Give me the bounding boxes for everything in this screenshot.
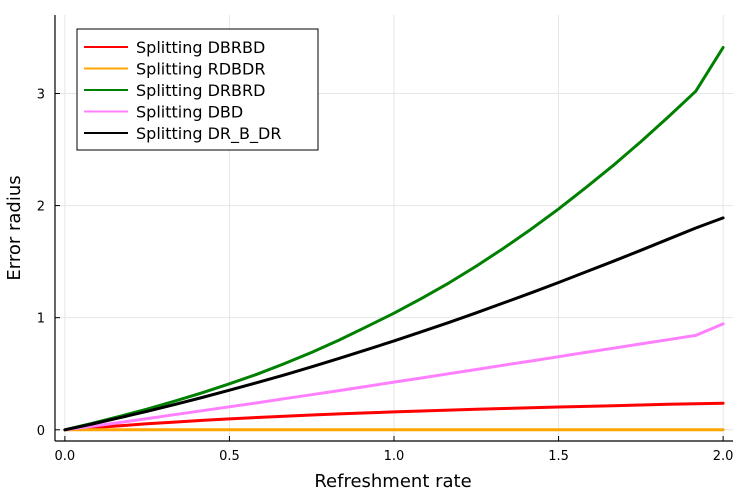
y-ticks: 0 1 2 3 xyxy=(37,87,60,439)
y-tick-label: 2 xyxy=(37,200,45,215)
x-axis-title: Refreshment rate xyxy=(314,471,471,492)
x-tick-label: 1.5 xyxy=(548,449,569,464)
legend-label-splitting-dbrbd: Splitting DBRBD xyxy=(136,38,265,57)
series-line-splitting-dbrbd xyxy=(63,401,725,432)
y-tick-label: 1 xyxy=(37,312,45,327)
series-lines xyxy=(63,46,725,432)
x-tick-label: 2.0 xyxy=(713,449,734,464)
legend-label-splitting-dbd: Splitting DBD xyxy=(136,103,243,122)
legend-label-splitting-drbrd: Splitting DRBRD xyxy=(136,81,265,100)
legend-label-splitting-rdbdr: Splitting RDBDR xyxy=(136,60,265,79)
x-tick-label: 0.0 xyxy=(55,449,76,464)
legend-label-splitting-dr-b-dr: Splitting DR_B_DR xyxy=(136,124,281,144)
series-line-splitting-drbrd xyxy=(63,46,725,432)
y-tick-label: 3 xyxy=(37,87,45,102)
x-tick-label: 1.0 xyxy=(384,449,405,464)
series-line-splitting-dr-b-dr xyxy=(63,216,725,432)
legend: Splitting DBRBD Splitting RDBDR Splitting … xyxy=(76,28,319,151)
series-line-splitting-dbd xyxy=(63,322,725,432)
x-ticks: 0.0 0.5 1.0 1.5 2.0 xyxy=(55,436,734,464)
x-tick-label: 0.5 xyxy=(219,449,240,464)
y-tick-label: 0 xyxy=(37,424,45,439)
y-axis-title: Error radius xyxy=(4,175,25,280)
